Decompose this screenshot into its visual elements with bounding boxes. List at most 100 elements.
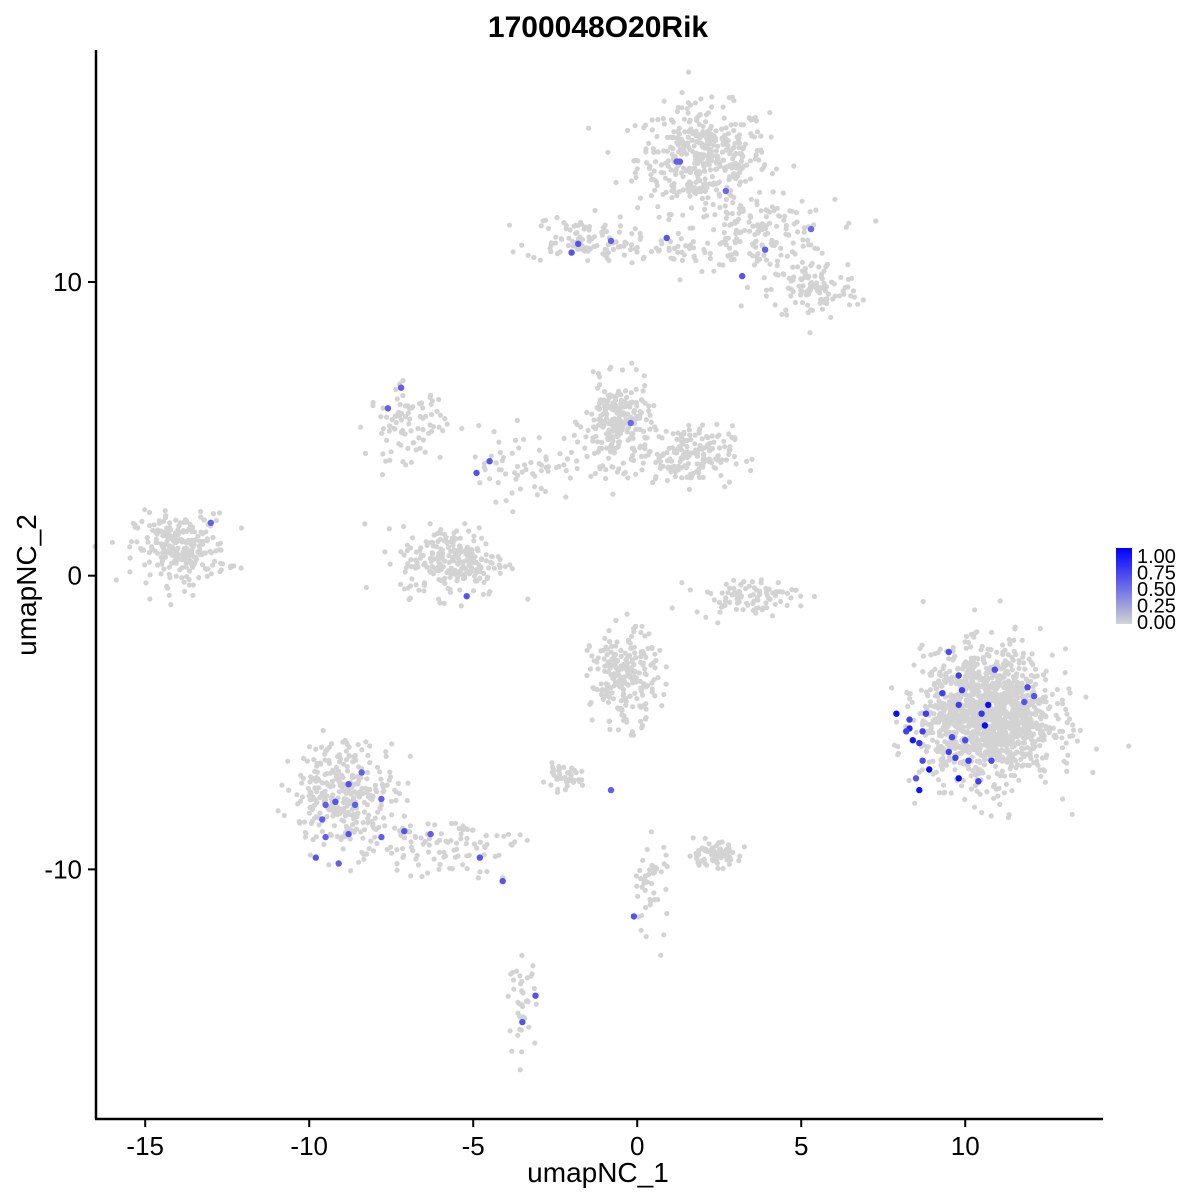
cell-point <box>336 777 342 784</box>
cell-point <box>363 785 369 792</box>
cell-point <box>394 396 400 402</box>
cell-point <box>649 686 655 692</box>
cell-point <box>584 647 590 654</box>
cell-point <box>637 230 643 236</box>
cell-point <box>960 728 966 735</box>
cell-point <box>964 762 970 768</box>
cell-point <box>457 543 463 549</box>
cell-point <box>624 429 630 435</box>
cell-point <box>637 703 643 709</box>
cell-point <box>973 682 980 688</box>
cell-point <box>445 544 452 550</box>
cell-point <box>1000 642 1006 648</box>
cell-point <box>999 735 1005 741</box>
cell-point <box>380 426 386 432</box>
cell-point <box>343 757 349 763</box>
cell-point <box>534 492 541 498</box>
cell-point <box>997 697 1004 704</box>
expressing-cell-point <box>988 757 995 764</box>
cell-point <box>723 581 729 587</box>
cell-point <box>935 777 942 783</box>
cell-point <box>787 208 793 214</box>
cell-point <box>615 727 622 733</box>
cell-point <box>772 601 778 607</box>
cell-point <box>635 205 641 211</box>
cell-point <box>962 639 968 645</box>
cell-point <box>699 268 705 275</box>
expressing-cell-point <box>916 786 923 794</box>
cell-point <box>640 692 646 698</box>
cell-point <box>474 845 480 851</box>
cell-point <box>372 815 378 821</box>
cell-point <box>722 203 728 209</box>
cell-point <box>448 838 454 844</box>
cell-point <box>314 760 320 767</box>
cell-point <box>624 681 630 687</box>
cell-point <box>1032 722 1038 728</box>
cell-point <box>666 247 672 253</box>
cell-point <box>132 524 138 530</box>
cell-point <box>605 659 611 665</box>
cell-point <box>680 142 686 148</box>
cell-point <box>1005 652 1011 658</box>
cell-point <box>452 820 459 827</box>
cell-point <box>686 245 693 252</box>
cell-point <box>1019 637 1025 644</box>
cell-point <box>519 952 525 959</box>
cell-point <box>1011 743 1017 749</box>
cell-point <box>565 242 572 249</box>
cell-point <box>920 669 926 675</box>
cell-point <box>733 606 740 613</box>
cell-point <box>1009 667 1015 673</box>
cell-point <box>1049 691 1056 698</box>
cell-point <box>326 862 332 868</box>
cell-point <box>310 775 316 781</box>
expressing-cell-point <box>807 225 815 233</box>
cell-point <box>331 823 337 829</box>
cell-point <box>637 195 644 201</box>
cell-point <box>553 464 560 471</box>
cell-point <box>966 717 972 723</box>
cell-point <box>845 262 851 268</box>
cell-point <box>1062 646 1069 652</box>
cell-point <box>936 790 943 796</box>
cell-point <box>960 777 967 784</box>
cell-point <box>638 654 644 660</box>
cell-point <box>515 999 521 1006</box>
cell-point <box>612 445 619 452</box>
cell-point <box>393 420 399 426</box>
cell-point <box>170 552 176 558</box>
cell-point <box>850 288 857 294</box>
cell-point <box>688 471 694 477</box>
cell-point <box>622 650 628 656</box>
cell-point <box>687 853 693 859</box>
cell-point <box>451 847 457 853</box>
cell-point <box>380 472 386 478</box>
cell-point <box>691 130 697 136</box>
cell-point <box>753 244 759 250</box>
cell-point <box>158 528 164 534</box>
cell-point <box>1016 658 1022 664</box>
cell-point <box>379 430 385 436</box>
cell-point <box>747 158 754 164</box>
cell-point <box>651 890 657 896</box>
cell-point <box>631 158 637 164</box>
cell-point <box>828 314 834 320</box>
cell-point <box>986 653 992 659</box>
cell-point <box>430 551 436 557</box>
cell-point <box>732 121 738 127</box>
cell-point <box>744 600 750 606</box>
cell-point <box>652 424 658 430</box>
cell-point <box>657 647 663 653</box>
cell-point <box>294 792 300 798</box>
cell-point <box>542 217 549 223</box>
cell-point <box>638 397 645 403</box>
cell-point <box>401 524 407 530</box>
cell-point <box>632 226 638 232</box>
cell-point <box>411 440 417 446</box>
cell-point <box>442 558 448 564</box>
cell-point <box>907 696 913 702</box>
cell-point <box>726 861 733 867</box>
cell-point <box>618 647 624 654</box>
cell-point <box>676 189 682 195</box>
